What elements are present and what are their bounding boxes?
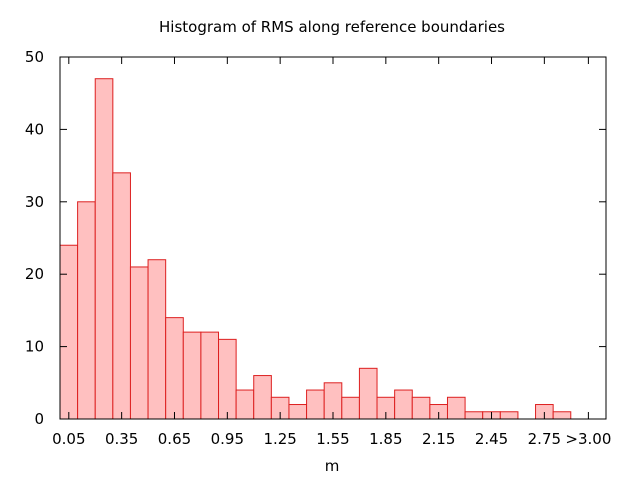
x-tick-label: 2.45 — [475, 430, 508, 448]
x-tick-label: 0.95 — [211, 430, 244, 448]
x-tick-label: 1.25 — [263, 430, 296, 448]
chart-title: Histogram of RMS along reference boundar… — [159, 18, 505, 36]
ticks-layer: 0 10 20 30 40 50 0.05 0.35 0.65 0.95 1.25 1.55 1.85 2… — [25, 48, 611, 448]
histogram-bar — [358, 367, 378, 420]
histogram-bar — [288, 404, 308, 420]
histogram-bar — [253, 375, 272, 420]
histogram-bar — [306, 389, 325, 420]
histogram-bar — [59, 244, 79, 420]
histogram-bar — [200, 331, 220, 420]
y-tick-label: 0 — [34, 410, 44, 428]
histogram-bar — [446, 396, 466, 420]
bars-layer — [59, 78, 572, 420]
histogram-bar — [165, 317, 184, 420]
y-tick-label: 10 — [25, 338, 44, 356]
histogram-bar — [394, 389, 413, 420]
histogram-bar — [552, 411, 572, 420]
x-tick-label: 2.75 — [528, 430, 561, 448]
histogram-bar — [182, 331, 202, 420]
x-tick-label: 1.85 — [369, 430, 402, 448]
x-tick-label: 0.05 — [52, 430, 85, 448]
histogram-bar — [341, 396, 360, 420]
histogram-bar — [77, 201, 96, 420]
x-tick-label: 0.65 — [158, 430, 191, 448]
histogram-bar — [411, 396, 431, 420]
x-tick-label: 0.35 — [105, 430, 138, 448]
histogram-bar — [147, 259, 167, 420]
histogram-bar — [499, 411, 519, 420]
y-tick-label: 40 — [25, 120, 44, 138]
histogram-bar — [464, 411, 484, 420]
y-tick-label: 20 — [25, 265, 44, 283]
y-tick-label: 50 — [25, 48, 44, 66]
histogram-bar — [94, 78, 114, 420]
y-tick-label: 30 — [25, 193, 44, 211]
x-tick-label: 1.55 — [316, 430, 349, 448]
histogram-bar — [129, 266, 149, 420]
x-tick-label: 2.15 — [422, 430, 455, 448]
histogram-bar — [112, 172, 131, 420]
x-axis-label: m — [325, 457, 340, 475]
histogram-bar — [218, 338, 237, 420]
histogram-bar — [235, 389, 255, 420]
x-tick-label: >3.00 — [565, 430, 611, 448]
